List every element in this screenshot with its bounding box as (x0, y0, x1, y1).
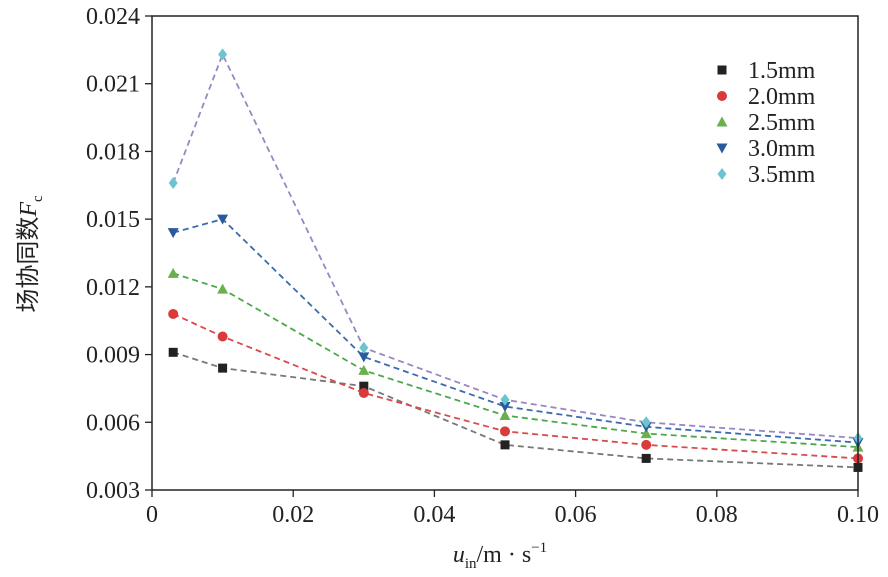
x-tick-label: 0 (146, 502, 158, 528)
data-point-2-2 (358, 364, 370, 375)
data-point-4-4 (641, 416, 651, 429)
y-axis-label-text: 场协同数 (15, 217, 42, 313)
series-line-1 (172, 313, 859, 460)
data-point-3-3 (499, 401, 511, 412)
series-line-4 (172, 52, 859, 439)
legend-marker (717, 168, 727, 180)
data-point-2-0 (167, 267, 179, 278)
y-axis-label-symbol: F (16, 202, 42, 218)
data-point-4-1 (218, 48, 228, 61)
legend-marker (717, 65, 727, 75)
data-point-0-4 (641, 453, 651, 463)
data-point-4-3 (500, 393, 510, 406)
data-point-2-1 (217, 283, 229, 294)
data-point-1-3 (500, 426, 510, 437)
y-tick-label: 0.024 (86, 4, 140, 30)
x-axis-label-superscript: −1 (531, 540, 547, 556)
legend-marker (716, 143, 728, 154)
data-point-3-0 (167, 228, 179, 239)
y-tick-label: 0.006 (86, 410, 140, 436)
x-tick-label: 0.02 (272, 502, 314, 528)
series-lines (172, 52, 859, 469)
data-point-1-2 (358, 387, 369, 398)
legend-marker (717, 91, 727, 101)
data-point-2-4 (640, 428, 652, 439)
x-axis-label-subscript: in (465, 556, 477, 572)
data-point-4-0 (168, 177, 178, 190)
y-tick-label: 0.009 (86, 343, 140, 369)
x-axis-label-symbol: u (453, 542, 465, 568)
data-point-0-3 (500, 440, 510, 450)
legend-label: 3.5mm (748, 162, 816, 188)
series-line-3 (172, 218, 859, 444)
y-tick-label: 0.012 (86, 275, 140, 301)
y-tick-label: 0.018 (86, 139, 140, 165)
series-line-2 (172, 272, 859, 449)
data-point-2-3 (499, 410, 511, 421)
legend-label: 3.0mm (748, 136, 816, 162)
x-tick-label: 0.04 (413, 502, 455, 528)
plot-frame (151, 15, 859, 491)
series-line-0 (172, 351, 859, 469)
data-point-4-2 (359, 341, 369, 354)
x-tick-label: 0.10 (837, 502, 879, 528)
y-axis-label: 场协同数Fc (15, 195, 46, 313)
data-point-0-1 (218, 363, 228, 373)
legend-label: 1.5mm (748, 58, 816, 84)
x-tick-label: 0.08 (696, 502, 738, 528)
data-point-3-2 (358, 352, 370, 363)
y-tick-label: 0.015 (86, 207, 140, 233)
x-axis-ticks: 0 0.02 0.04 0.06 0.08 0.10 (146, 490, 879, 528)
legend-marker (716, 116, 728, 127)
y-tick-label: 0.003 (86, 478, 140, 504)
y-axis-label-subscript: c (30, 195, 46, 202)
legend-label: 2.0mm (748, 84, 816, 110)
data-point-1-4 (641, 439, 652, 450)
data-point-3-1 (217, 214, 229, 225)
x-tick-label: 0.06 (555, 502, 597, 528)
x-axis-label-unit: /m · s (477, 542, 532, 568)
y-axis-ticks: 0.003 0.006 0.009 0.012 0.015 0.018 0.021 0.024 (86, 4, 152, 504)
legend-label: 2.5mm (748, 110, 816, 136)
y-tick-label: 0.021 (86, 72, 140, 98)
data-point-1-1 (217, 331, 228, 342)
data-point-0-2 (359, 381, 369, 391)
data-point-1-0 (168, 308, 179, 319)
data-point-0-0 (168, 347, 178, 357)
x-axis-label: uin/m · s−1 (453, 540, 547, 572)
